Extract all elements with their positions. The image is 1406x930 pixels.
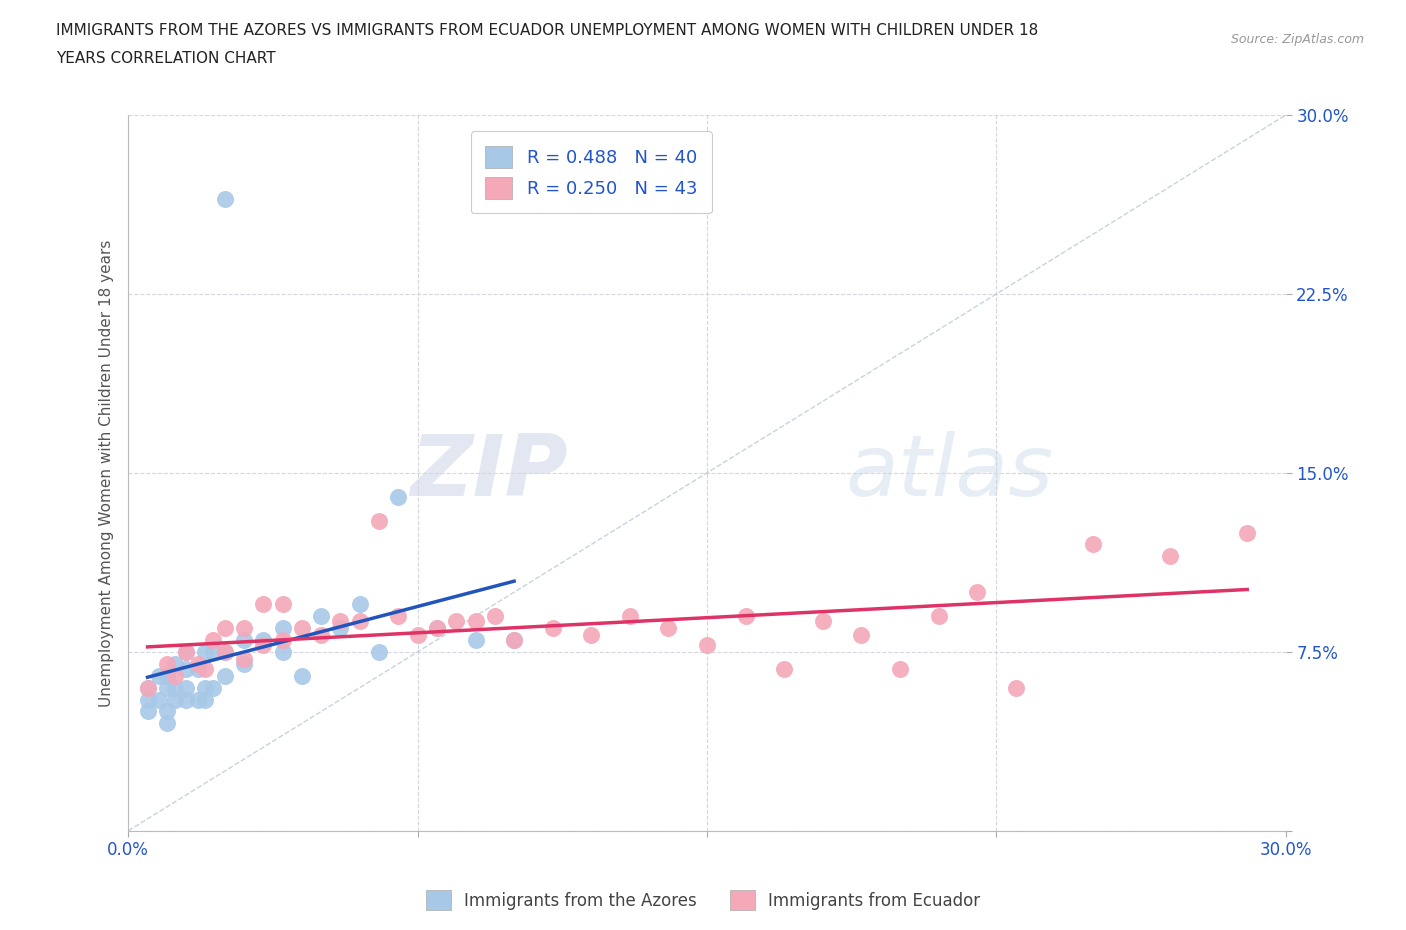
Legend: R = 0.488   N = 40, R = 0.250   N = 43: R = 0.488 N = 40, R = 0.250 N = 43 — [471, 131, 711, 213]
Legend: Immigrants from the Azores, Immigrants from Ecuador: Immigrants from the Azores, Immigrants f… — [419, 884, 987, 917]
Point — [349, 614, 371, 629]
Point — [773, 661, 796, 676]
Point — [484, 608, 506, 623]
Point — [291, 620, 314, 635]
Text: atlas: atlas — [846, 432, 1054, 514]
Point — [619, 608, 641, 623]
Point — [1004, 680, 1026, 695]
Point — [194, 680, 217, 695]
Point — [252, 632, 274, 647]
Point — [851, 628, 873, 643]
Point — [368, 644, 391, 659]
Point — [214, 644, 236, 659]
Point — [1236, 525, 1258, 540]
Point — [696, 637, 718, 652]
Point — [156, 716, 179, 731]
Point — [156, 669, 179, 684]
Point — [136, 692, 159, 707]
Point — [163, 669, 186, 684]
Point — [202, 644, 225, 659]
Text: IMMIGRANTS FROM THE AZORES VS IMMIGRANTS FROM ECUADOR UNEMPLOYMENT AMONG WOMEN W: IMMIGRANTS FROM THE AZORES VS IMMIGRANTS… — [56, 23, 1039, 38]
Point — [202, 632, 225, 647]
Point — [734, 608, 756, 623]
Point — [187, 657, 209, 671]
Point — [194, 661, 217, 676]
Point — [966, 585, 988, 600]
Point — [214, 620, 236, 635]
Text: ZIP: ZIP — [411, 432, 568, 514]
Point — [156, 680, 179, 695]
Point — [163, 657, 186, 671]
Point — [194, 644, 217, 659]
Point — [271, 597, 294, 612]
Point — [444, 614, 467, 629]
Point — [271, 644, 294, 659]
Point — [174, 644, 197, 659]
Point — [581, 628, 603, 643]
Point — [214, 644, 236, 659]
Point — [156, 657, 179, 671]
Y-axis label: Unemployment Among Women with Children Under 18 years: Unemployment Among Women with Children U… — [100, 239, 114, 707]
Point — [406, 628, 429, 643]
Point — [309, 608, 332, 623]
Point — [187, 661, 209, 676]
Point — [233, 657, 256, 671]
Point — [148, 669, 170, 684]
Point — [156, 704, 179, 719]
Point — [464, 614, 486, 629]
Point — [426, 620, 449, 635]
Point — [271, 632, 294, 647]
Point — [541, 620, 564, 635]
Point — [233, 620, 256, 635]
Point — [233, 652, 256, 667]
Point — [503, 632, 526, 647]
Point — [233, 632, 256, 647]
Point — [368, 513, 391, 528]
Point — [174, 644, 197, 659]
Point — [148, 692, 170, 707]
Point — [387, 489, 409, 504]
Point — [271, 620, 294, 635]
Point — [426, 620, 449, 635]
Point — [387, 608, 409, 623]
Point — [214, 191, 236, 206]
Point — [1081, 537, 1104, 551]
Point — [187, 692, 209, 707]
Point — [503, 632, 526, 647]
Point — [136, 680, 159, 695]
Point — [252, 637, 274, 652]
Point — [1159, 549, 1181, 564]
Point — [163, 680, 186, 695]
Point — [136, 680, 159, 695]
Point — [136, 704, 159, 719]
Point — [174, 661, 197, 676]
Point — [163, 692, 186, 707]
Point — [291, 669, 314, 684]
Point — [928, 608, 950, 623]
Point — [174, 680, 197, 695]
Point — [174, 692, 197, 707]
Text: YEARS CORRELATION CHART: YEARS CORRELATION CHART — [56, 51, 276, 66]
Text: Source: ZipAtlas.com: Source: ZipAtlas.com — [1230, 33, 1364, 46]
Point — [811, 614, 834, 629]
Point — [329, 620, 352, 635]
Point — [349, 597, 371, 612]
Point — [214, 669, 236, 684]
Point — [309, 628, 332, 643]
Point — [657, 620, 679, 635]
Point — [202, 680, 225, 695]
Point — [329, 614, 352, 629]
Point — [464, 632, 486, 647]
Point — [194, 692, 217, 707]
Point — [889, 661, 911, 676]
Point — [252, 597, 274, 612]
